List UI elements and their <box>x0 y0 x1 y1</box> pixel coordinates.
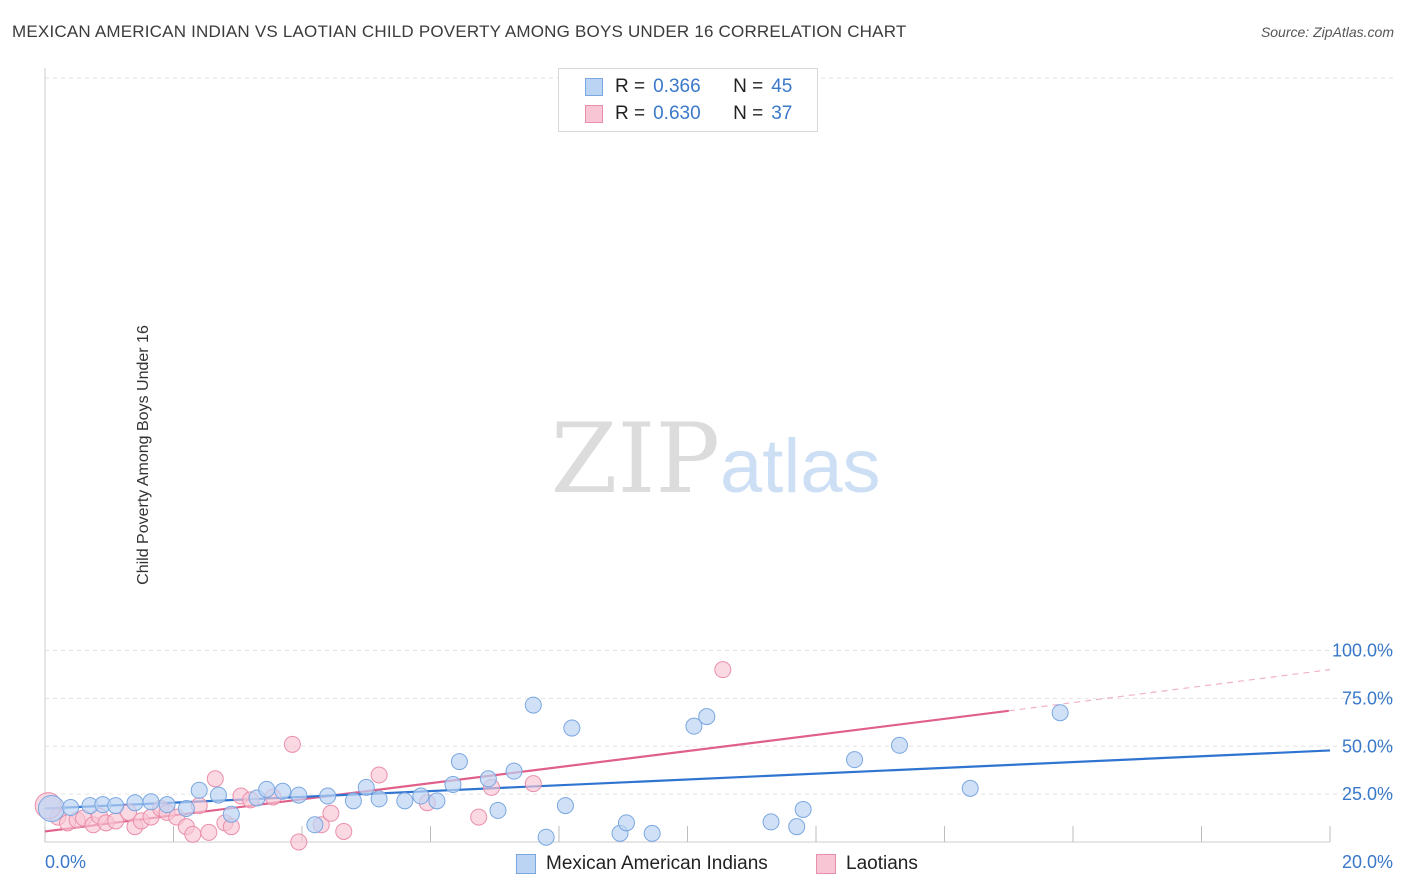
point-laotians <box>370 766 388 784</box>
legend-item-mexican-american-indians: Mexican American Indians <box>516 852 768 876</box>
legend-swatch-pink <box>585 105 603 123</box>
legend-n-label: N = <box>733 103 764 124</box>
point-laotians <box>184 825 202 843</box>
point-mexican-american-indians <box>846 751 864 769</box>
point-laotians <box>524 775 542 793</box>
point-mexican-american-indians <box>563 719 581 737</box>
watermark-zip: ZIP <box>551 403 720 515</box>
point-laotians <box>335 822 353 840</box>
legend-n-value: 37 <box>771 103 793 124</box>
point-mexican-american-indians <box>794 800 812 818</box>
point-mexican-american-indians <box>319 787 337 805</box>
point-mexican-american-indians <box>698 708 716 726</box>
point-laotians <box>283 735 301 753</box>
point-mexican-american-indians <box>222 805 240 823</box>
trend-extension-laotians <box>1008 669 1331 712</box>
point-mexican-american-indians <box>489 801 507 819</box>
y-tick-label: 100.0% <box>1332 641 1393 661</box>
legend-r-value: 0.366 <box>653 76 701 97</box>
point-laotians <box>470 808 488 826</box>
legend-swatch-blue <box>516 854 536 874</box>
point-mexican-american-indians <box>505 762 523 780</box>
legend-r-label: R = <box>615 103 646 124</box>
legend-n-value: 45 <box>771 76 793 97</box>
point-mexican-american-indians <box>412 787 430 805</box>
point-mexican-american-indians <box>306 816 324 834</box>
point-laotians <box>714 661 732 679</box>
point-mexican-american-indians <box>685 717 703 735</box>
trend-line-laotians <box>44 709 1009 833</box>
y-tick-label: 50.0% <box>1342 736 1393 756</box>
source-label: Source: ZipAtlas.com <box>1260 24 1394 40</box>
point-mexican-american-indians <box>961 779 979 797</box>
point-mexican-american-indians <box>209 786 227 804</box>
stats-legend: R = 0.366 N = 45 R = 0.630 N = 37 <box>558 68 818 132</box>
point-mexican-american-indians <box>524 696 542 714</box>
point-mexican-american-indians <box>396 792 414 810</box>
point-mexican-american-indians <box>37 794 65 822</box>
trend-lines <box>44 669 1331 833</box>
x-tick-label-min: 0.0% <box>45 852 86 872</box>
x-tick-label-max: 20.0% <box>1342 852 1393 872</box>
y-tick-label: 75.0% <box>1342 688 1393 708</box>
point-mexican-american-indians <box>344 792 362 810</box>
legend-r-label: R = <box>615 76 646 97</box>
watermark-atlas: atlas <box>720 424 881 509</box>
point-mexican-american-indians <box>107 797 125 815</box>
point-mexican-american-indians <box>274 782 292 800</box>
point-mexican-american-indians <box>290 786 308 804</box>
point-mexican-american-indians <box>891 736 909 754</box>
point-mexican-american-indians <box>190 781 208 799</box>
y-tick-label: 25.0% <box>1342 784 1393 804</box>
point-mexican-american-indians <box>142 793 160 811</box>
point-mexican-american-indians <box>537 828 555 846</box>
point-laotians <box>322 804 340 822</box>
point-mexican-american-indians <box>617 814 635 832</box>
point-mexican-american-indians <box>444 776 462 794</box>
point-mexican-american-indians <box>370 790 388 808</box>
legend-label: Laotians <box>846 853 918 874</box>
legend-swatch-pink <box>816 854 836 874</box>
point-laotians <box>200 823 218 841</box>
point-mexican-american-indians <box>357 778 375 796</box>
axes <box>44 68 1331 843</box>
point-mexican-american-indians <box>126 794 144 812</box>
point-mexican-american-indians <box>62 799 80 817</box>
legend-row-series1: R = 0.366 N = 45 <box>585 75 792 99</box>
legend-swatch-blue <box>585 78 603 96</box>
point-mexican-american-indians <box>479 770 497 788</box>
point-mexican-american-indians <box>556 797 574 815</box>
point-laotians <box>206 770 224 788</box>
point-mexican-american-indians <box>177 799 195 817</box>
legend-row-series2: R = 0.630 N = 37 <box>585 102 792 126</box>
point-mexican-american-indians <box>788 818 806 836</box>
point-mexican-american-indians <box>762 813 780 831</box>
point-laotians <box>290 833 308 851</box>
point-mexican-american-indians <box>1051 704 1069 722</box>
legend-item-laotians: Laotians <box>816 852 918 876</box>
point-mexican-american-indians <box>258 780 276 798</box>
point-mexican-american-indians <box>428 792 446 810</box>
legend-label: Mexican American Indians <box>546 853 768 874</box>
point-mexican-american-indians <box>158 796 176 814</box>
point-mexican-american-indians <box>450 753 468 771</box>
data-points <box>34 661 1069 851</box>
tick-labels: 25.0% 50.0% 75.0% 100.0% 0.0% 20.0% <box>45 641 1393 873</box>
legend-r-value: 0.630 <box>653 103 701 124</box>
chart-title: MEXICAN AMERICAN INDIAN VS LAOTIAN CHILD… <box>12 22 907 41</box>
point-mexican-american-indians <box>643 824 661 842</box>
legend-n-label: N = <box>733 76 764 97</box>
